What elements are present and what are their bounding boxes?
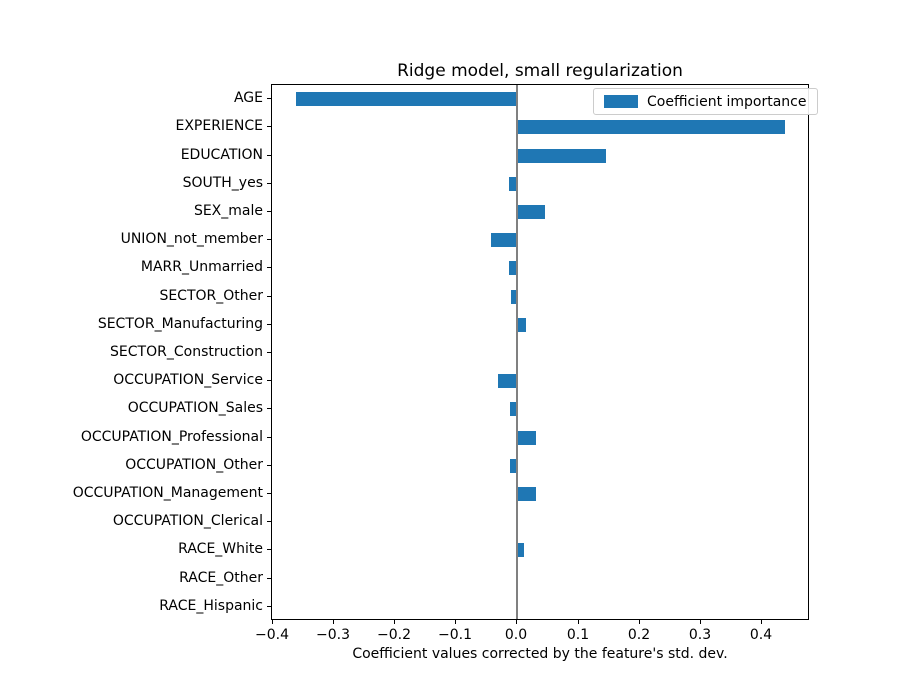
ytick-label-OCCUPATION_Professional: OCCUPATION_Professional: [80, 429, 263, 445]
x-axis-label: Coefficient values corrected by the feat…: [352, 646, 728, 662]
xtick-mark: [333, 620, 334, 624]
bar-UNION_not_member: [491, 233, 518, 247]
xtick-mark: [639, 620, 640, 624]
ytick-label-OCCUPATION_Clerical: OCCUPATION_Clerical: [112, 513, 263, 529]
ytick-mark: [267, 324, 271, 325]
bar-OCCUPATION_Service: [498, 374, 517, 388]
xtick-label-−0.4: −0.4: [255, 627, 289, 643]
ytick-mark: [267, 296, 271, 297]
bar-EXPERIENCE: [517, 120, 785, 134]
ytick-mark: [267, 126, 271, 127]
xtick-mark: [700, 620, 701, 624]
bar-RACE_White: [517, 543, 524, 557]
ytick-label-OCCUPATION_Other: OCCUPATION_Other: [125, 457, 263, 473]
ytick-mark: [267, 549, 271, 550]
xtick-mark: [394, 620, 395, 624]
ytick-mark: [267, 465, 271, 466]
xtick-label-−0.1: −0.1: [438, 627, 472, 643]
ytick-mark: [267, 380, 271, 381]
ytick-label-MARR_Unmarried: MARR_Unmarried: [140, 259, 263, 275]
ytick-label-RACE_Other: RACE_Other: [179, 570, 263, 586]
legend-label: Coefficient importance: [647, 93, 807, 110]
chart-title: Ridge model, small regularization: [397, 61, 683, 81]
xtick-label-0.3: 0.3: [688, 627, 712, 643]
ytick-label-RACE_White: RACE_White: [178, 541, 263, 557]
ytick-label-RACE_Hispanic: RACE_Hispanic: [159, 598, 263, 614]
legend-swatch-icon: [604, 95, 638, 108]
bar-SECTOR_Other: [511, 290, 518, 304]
ytick-mark: [267, 267, 271, 268]
ytick-mark: [267, 352, 271, 353]
ytick-mark: [267, 183, 271, 184]
ytick-label-SECTOR_Manufacturing: SECTOR_Manufacturing: [97, 316, 263, 332]
ytick-mark: [267, 211, 271, 212]
ytick-label-SECTOR_Other: SECTOR_Other: [159, 288, 263, 304]
ytick-label-SECTOR_Construction: SECTOR_Construction: [110, 344, 263, 360]
xtick-mark: [516, 620, 517, 624]
bar-SOUTH_yes: [509, 177, 518, 191]
bar-SECTOR_Manufacturing: [517, 318, 526, 332]
xtick-label-0.1: 0.1: [566, 627, 590, 643]
xtick-label-−0.3: −0.3: [316, 627, 350, 643]
ytick-label-SEX_male: SEX_male: [193, 203, 263, 219]
xtick-label-−0.2: −0.2: [377, 627, 411, 643]
bar-OCCUPATION_Professional: [517, 431, 536, 445]
zero-line: [516, 85, 518, 619]
xtick-mark: [272, 620, 273, 624]
ytick-label-OCCUPATION_Sales: OCCUPATION_Sales: [127, 400, 263, 416]
ytick-mark: [267, 521, 271, 522]
ytick-mark: [267, 606, 271, 607]
bar-OCCUPATION_Other: [510, 459, 517, 473]
bar-OCCUPATION_Management: [517, 487, 536, 501]
xtick-label-0.2: 0.2: [627, 627, 651, 643]
ytick-label-UNION_not_member: UNION_not_member: [120, 231, 263, 247]
legend: Coefficient importance: [593, 88, 818, 115]
bar-OCCUPATION_Sales: [510, 402, 517, 416]
ytick-label-OCCUPATION_Management: OCCUPATION_Management: [72, 485, 263, 501]
bar-AGE: [296, 92, 518, 106]
ytick-mark: [267, 155, 271, 156]
ytick-mark: [267, 408, 271, 409]
ytick-label-EXPERIENCE: EXPERIENCE: [175, 118, 263, 134]
ytick-label-EDUCATION: EDUCATION: [180, 147, 263, 163]
ytick-label-OCCUPATION_Service: OCCUPATION_Service: [113, 372, 263, 388]
plot-area: [271, 84, 809, 620]
xtick-mark: [761, 620, 762, 624]
ytick-mark: [267, 98, 271, 99]
ytick-label-SOUTH_yes: SOUTH_yes: [182, 175, 263, 191]
xtick-label-0.0: 0.0: [504, 627, 528, 643]
ytick-mark: [267, 578, 271, 579]
bar-EDUCATION: [517, 149, 606, 163]
xtick-label-0.4: 0.4: [749, 627, 773, 643]
ytick-label-AGE: AGE: [233, 90, 263, 106]
ytick-mark: [267, 493, 271, 494]
ytick-mark: [267, 437, 271, 438]
bar-SEX_male: [517, 205, 545, 219]
ytick-mark: [267, 239, 271, 240]
bar-MARR_Unmarried: [509, 261, 517, 275]
xtick-mark: [578, 620, 579, 624]
xtick-mark: [455, 620, 456, 624]
